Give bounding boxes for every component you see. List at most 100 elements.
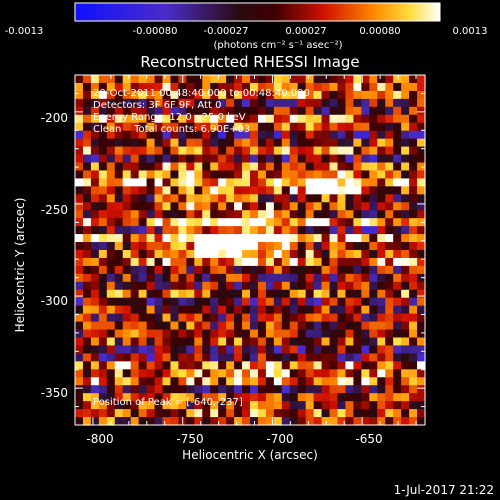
heatmap-cell [281, 186, 291, 195]
heatmap-cell [114, 218, 124, 227]
heatmap-cell [226, 226, 235, 235]
heatmap-cell [122, 369, 132, 378]
heatmap-cell [242, 377, 251, 386]
heatmap-cell [106, 409, 116, 418]
heatmap-cell [114, 202, 124, 211]
heatmap-cell [361, 377, 370, 386]
heatmap-cell [305, 353, 315, 362]
heatmap-cell [289, 361, 299, 370]
heatmap-cell [361, 417, 370, 426]
heatmap-cell [289, 162, 299, 172]
heatmap-cell [75, 75, 84, 84]
heatmap-cell [273, 289, 283, 299]
heatmap-cell [114, 234, 124, 243]
heatmap-cell [289, 401, 299, 410]
heatmap-cell [329, 393, 339, 402]
heatmap-cell [321, 226, 331, 235]
heatmap-cell [361, 345, 370, 354]
heatmap-cell [122, 130, 132, 140]
heatmap-cell [369, 401, 378, 410]
heatmap-cell [138, 289, 148, 299]
heatmap-cell [154, 385, 164, 394]
heatmap-cell [90, 337, 100, 347]
heatmap-cell [313, 369, 323, 378]
heatmap-cell [154, 210, 164, 219]
heatmap-cell [313, 265, 323, 275]
annotation-counts: Clean Total counts: 6.90E+03 [93, 124, 251, 135]
heatmap-cell [313, 257, 323, 267]
heatmap-cell [226, 178, 235, 187]
heatmap-cell [90, 345, 100, 354]
heatmap-cell [114, 178, 124, 187]
heatmap-cell [202, 146, 211, 156]
heatmap-cell [186, 194, 195, 203]
heatmap-cell [337, 417, 347, 426]
heatmap-cell [329, 345, 339, 354]
heatmap-cell [234, 305, 243, 315]
heatmap-cell [337, 377, 347, 386]
heatmap-cell [361, 265, 370, 275]
heatmap-cell [273, 114, 283, 124]
heatmap-cell [417, 226, 426, 235]
heatmap-cell [361, 162, 370, 172]
heatmap-cell [226, 234, 235, 243]
heatmap-cell [146, 234, 156, 243]
heatmap-cell [122, 345, 132, 354]
heatmap-cell [138, 210, 148, 219]
heatmap-cell [130, 305, 140, 315]
heatmap-cell [337, 289, 347, 299]
heatmap-cell [337, 250, 347, 259]
heatmap-cell [146, 297, 156, 307]
heatmap-cell [250, 353, 259, 362]
heatmap-cell [250, 170, 259, 179]
y-axis-label: Heliocentric Y (arcsec) [13, 197, 27, 333]
heatmap-cell [138, 194, 148, 203]
heatmap-cell [385, 210, 394, 219]
heatmap-cell [178, 353, 187, 362]
heatmap-cell [393, 234, 402, 243]
heatmap-cell [122, 162, 132, 172]
heatmap-cell [90, 242, 100, 251]
heatmap-cell [297, 202, 307, 211]
heatmap-cell [210, 130, 219, 140]
heatmap-cell [130, 138, 140, 148]
heatmap-cell [297, 353, 307, 362]
heatmap-cell [75, 273, 84, 283]
heatmap-cell [265, 178, 275, 187]
heatmap-cell [98, 242, 108, 251]
heatmap-cell [162, 289, 172, 299]
heatmap-cell [154, 250, 164, 259]
heatmap-cell [90, 409, 100, 418]
heatmap-cell [393, 226, 402, 235]
heatmap-cell [226, 146, 235, 156]
heatmap-cell [90, 146, 100, 156]
heatmap-cell [305, 329, 315, 339]
heatmap-cell [417, 242, 426, 251]
heatmap-cell [122, 313, 132, 323]
heatmap-cell [170, 90, 179, 100]
heatmap-cell [202, 114, 211, 124]
heatmap-cell [305, 146, 315, 156]
heatmap-cell [162, 337, 172, 347]
heatmap-cell [401, 281, 410, 291]
heatmap-cell [242, 226, 251, 235]
heatmap-cell [75, 186, 84, 195]
heatmap-cell [146, 122, 156, 132]
heatmap-cell [170, 114, 179, 124]
heatmap-cell [273, 329, 283, 339]
heatmap-cell [281, 154, 291, 164]
heatmap-cell [385, 289, 394, 299]
heatmap-cell [377, 186, 386, 195]
heatmap-cell [401, 369, 410, 378]
heatmap-cell [202, 313, 211, 323]
heatmap-cell [353, 186, 362, 195]
heatmap-cell [289, 417, 299, 426]
heatmap-cell [178, 377, 187, 386]
heatmap-cell [210, 361, 219, 370]
heatmap-cell [130, 186, 140, 195]
heatmap-cell [202, 409, 211, 418]
heatmap-cell [154, 242, 164, 251]
heatmap-cell [353, 353, 362, 362]
heatmap-cell [377, 250, 386, 259]
heatmap-cell [122, 202, 132, 211]
